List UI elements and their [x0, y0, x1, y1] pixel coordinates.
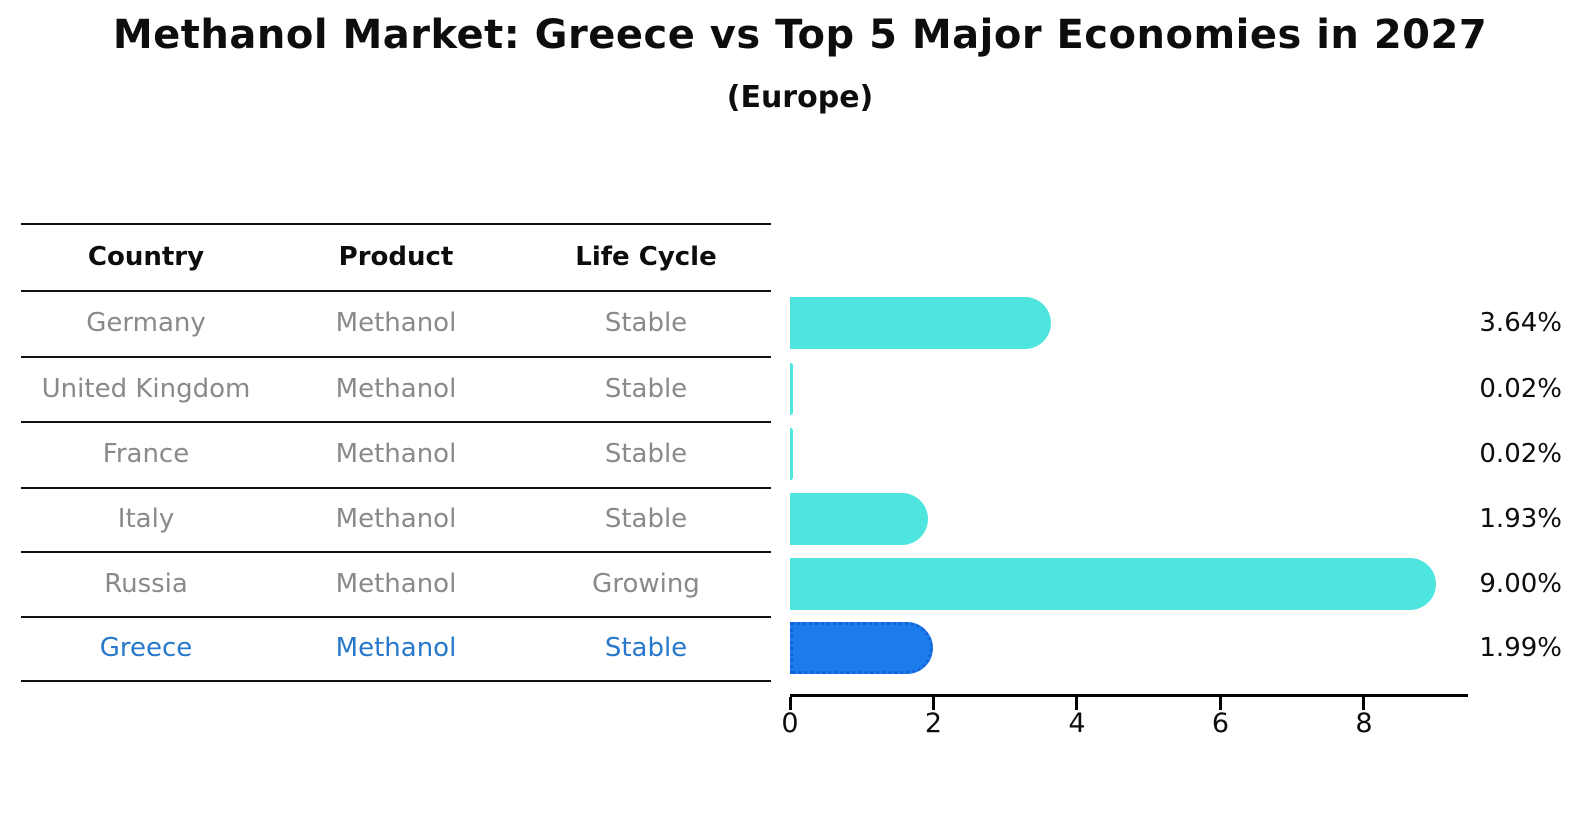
x-axis-tick-mark: [1362, 697, 1366, 710]
x-axis-tick-mark: [931, 697, 935, 710]
table-cell-product-russia: Methanol: [335, 568, 457, 599]
table-header-product: Product: [338, 241, 454, 272]
value-label-italy: 1.93%: [1479, 504, 1562, 534]
x-axis-tick-label: 6: [1211, 708, 1230, 739]
x-axis-tick-label: 0: [781, 708, 799, 739]
table-cell-product-italy: Methanol: [335, 504, 457, 534]
bar-russia: [790, 557, 1436, 610]
value-label-russia: 9.00%: [1479, 568, 1562, 599]
table-cell-product-germany: Methanol: [335, 308, 457, 338]
table-cell-life-cycle-united-kingdom: Stable: [604, 373, 688, 404]
table-rule-line: [21, 487, 771, 489]
bar-greece: [790, 622, 933, 674]
value-label-united-kingdom: 0.02%: [1479, 373, 1562, 404]
table-header-country: Country: [87, 241, 205, 272]
table-cell-product-united-kingdom: Methanol: [335, 373, 457, 404]
chart-title: Methanol Market: Greece vs Top 5 Major E…: [112, 12, 1488, 58]
table-cell-country-france: France: [102, 439, 190, 469]
table-cell-country-greece: Greece: [99, 633, 193, 663]
value-label-france: 0.02%: [1479, 439, 1562, 469]
table-cell-life-cycle-russia: Growing: [592, 568, 700, 599]
x-axis-tick-label: 8: [1355, 708, 1373, 739]
bar-united-kingdom: [790, 362, 793, 415]
table-rule-line: [21, 551, 771, 553]
table-cell-country-united-kingdom: United Kingdom: [41, 373, 251, 404]
value-label-greece: 1.99%: [1479, 633, 1562, 663]
table-rule-line: [21, 616, 771, 618]
table-cell-product-greece: Methanol: [335, 633, 457, 663]
table-cell-life-cycle-greece: Stable: [604, 633, 688, 663]
x-axis-tick-mark: [1075, 697, 1079, 710]
table-rule-line: [21, 680, 771, 682]
table-cell-product-france: Methanol: [335, 439, 457, 469]
bar-france: [790, 428, 793, 480]
x-axis-tick-mark: [1218, 697, 1222, 710]
table-cell-life-cycle-italy: Stable: [604, 504, 688, 534]
table-cell-life-cycle-germany: Stable: [604, 308, 688, 338]
bar-italy: [790, 493, 929, 545]
table-header-life-cycle: Life Cycle: [575, 241, 717, 272]
table-cell-country-italy: Italy: [117, 504, 175, 534]
value-label-germany: 3.64%: [1479, 308, 1562, 338]
bar-germany: [790, 297, 1052, 349]
x-axis-tick-label: 4: [1068, 708, 1086, 739]
table-rule-line: [21, 356, 771, 358]
table-rule-line: [21, 421, 771, 423]
table-cell-life-cycle-france: Stable: [604, 439, 688, 469]
table-cell-country-russia: Russia: [104, 568, 188, 599]
x-axis-tick-mark: [788, 697, 792, 710]
table-rule-line: [21, 290, 771, 292]
x-axis-tick-label: 2: [924, 708, 943, 739]
table-rule-line: [21, 223, 771, 225]
chart-subtitle: (Europe): [726, 80, 874, 115]
x-axis-line: [790, 694, 1468, 697]
table-cell-country-germany: Germany: [86, 308, 206, 338]
